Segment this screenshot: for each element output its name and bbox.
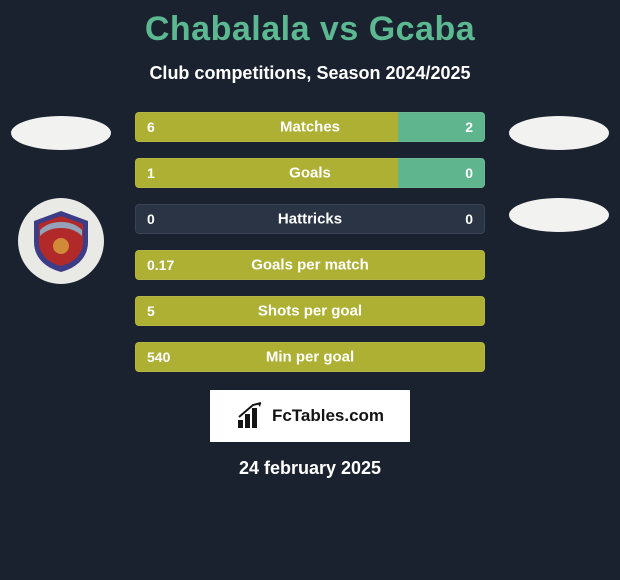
widget-container: Chabalala vs Gcaba Club competitions, Se… bbox=[0, 0, 620, 580]
bar-label: Min per goal bbox=[266, 349, 354, 366]
bar-label: Goals bbox=[289, 165, 331, 182]
bar-value-left: 0.17 bbox=[147, 257, 174, 273]
bar-value-left: 0 bbox=[147, 211, 155, 227]
stat-bar: 540 Min per goal bbox=[135, 342, 485, 372]
brand-logo-icon bbox=[236, 402, 266, 430]
brand-badge[interactable]: FcTables.com bbox=[210, 390, 410, 442]
bar-fill-left bbox=[135, 112, 398, 142]
bar-value-right: 0 bbox=[465, 165, 473, 181]
stat-bar: 1 0 Goals bbox=[135, 158, 485, 188]
club-badge-right bbox=[509, 198, 609, 232]
stat-bar: 6 2 Matches bbox=[135, 112, 485, 142]
bar-value-left: 5 bbox=[147, 303, 155, 319]
club-badge-left bbox=[18, 198, 104, 284]
stat-bar: 5 Shots per goal bbox=[135, 296, 485, 326]
left-column bbox=[11, 112, 111, 284]
bar-value-right: 2 bbox=[465, 119, 473, 135]
bar-label: Hattricks bbox=[278, 211, 342, 228]
brand-text: FcTables.com bbox=[272, 406, 384, 426]
bar-label: Matches bbox=[280, 119, 340, 136]
bar-label: Shots per goal bbox=[258, 303, 362, 320]
bar-value-left: 540 bbox=[147, 349, 170, 365]
bar-value-left: 6 bbox=[147, 119, 155, 135]
stat-bars: 6 2 Matches 1 0 Goals 0 0 Hattricks 0.17 Goals per… bbox=[135, 112, 485, 372]
bar-value-left: 1 bbox=[147, 165, 155, 181]
right-column bbox=[509, 112, 609, 232]
player-avatar-left bbox=[11, 116, 111, 150]
footer-date: 24 february 2025 bbox=[0, 458, 620, 479]
comparison-columns: 6 2 Matches 1 0 Goals 0 0 Hattricks 0.17 Goals per… bbox=[0, 112, 620, 372]
shield-icon bbox=[26, 206, 96, 276]
stat-bar: 0.17 Goals per match bbox=[135, 250, 485, 280]
bar-fill-left bbox=[135, 158, 398, 188]
stat-bar: 0 0 Hattricks bbox=[135, 204, 485, 234]
subtitle: Club competitions, Season 2024/2025 bbox=[0, 63, 620, 84]
bar-value-right: 0 bbox=[465, 211, 473, 227]
player-avatar-right bbox=[509, 116, 609, 150]
bar-label: Goals per match bbox=[251, 257, 369, 274]
page-title: Chabalala vs Gcaba bbox=[0, 0, 620, 49]
